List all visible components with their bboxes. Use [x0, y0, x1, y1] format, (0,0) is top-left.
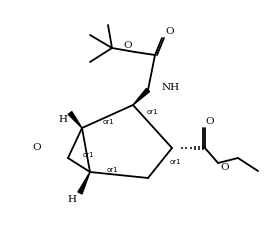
Text: or1: or1: [169, 159, 181, 165]
Text: or1: or1: [146, 109, 158, 115]
Text: O: O: [221, 164, 229, 173]
Polygon shape: [133, 88, 150, 105]
Text: H: H: [68, 195, 76, 205]
Text: or1: or1: [102, 119, 114, 125]
Polygon shape: [68, 112, 82, 128]
Polygon shape: [78, 172, 90, 194]
Text: H: H: [59, 115, 68, 125]
Text: NH: NH: [162, 84, 180, 93]
Text: O: O: [124, 42, 132, 51]
Text: O: O: [33, 143, 41, 152]
Text: or1: or1: [82, 152, 94, 158]
Text: or1: or1: [106, 167, 118, 173]
Text: O: O: [166, 28, 174, 37]
Text: O: O: [206, 118, 214, 126]
